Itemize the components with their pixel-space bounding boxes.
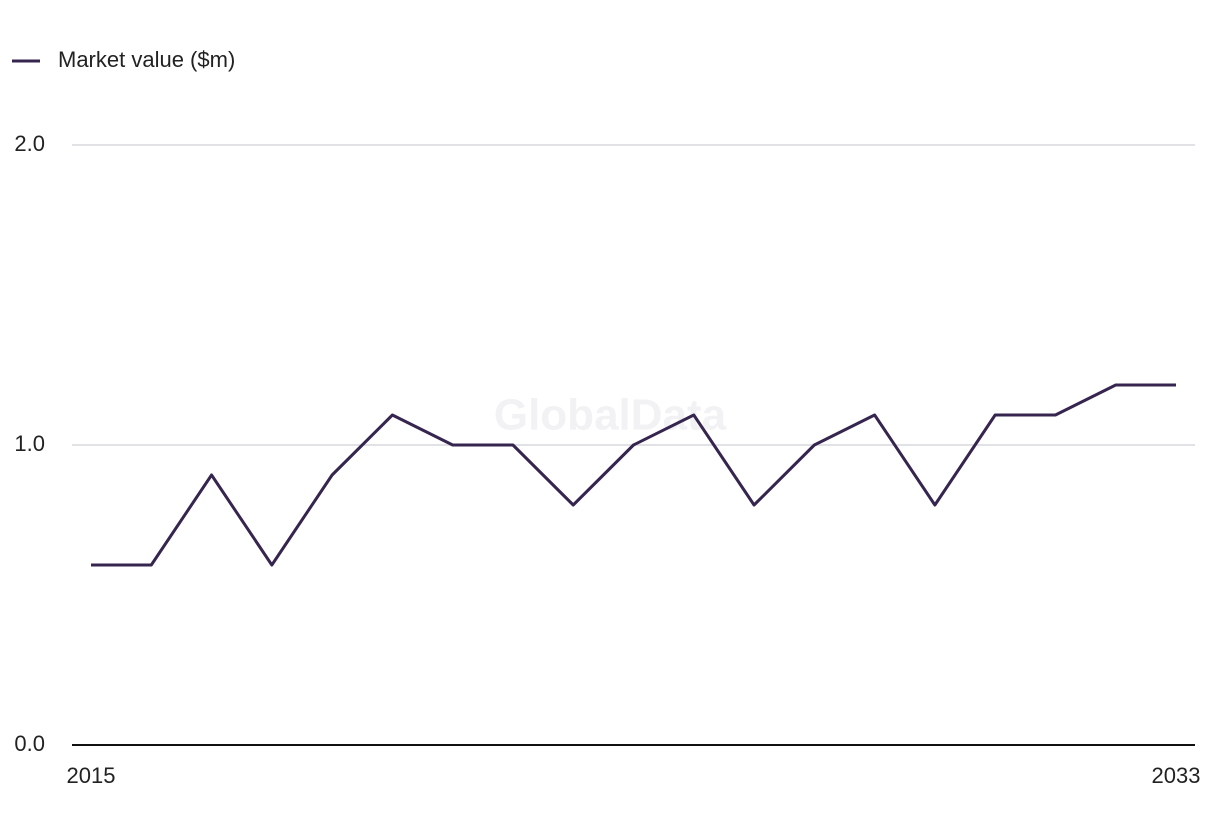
- watermark: GlobalData: [494, 391, 727, 440]
- x-tick-label: 2033: [1152, 763, 1201, 788]
- x-tick-label: 2015: [67, 763, 116, 788]
- legend-label: Market value ($m): [58, 47, 235, 72]
- y-tick-label: 2.0: [14, 131, 45, 156]
- data-line: [91, 383, 1176, 567]
- y-tick-label: 1.0: [14, 431, 45, 456]
- y-tick-label: 0.0: [14, 731, 45, 756]
